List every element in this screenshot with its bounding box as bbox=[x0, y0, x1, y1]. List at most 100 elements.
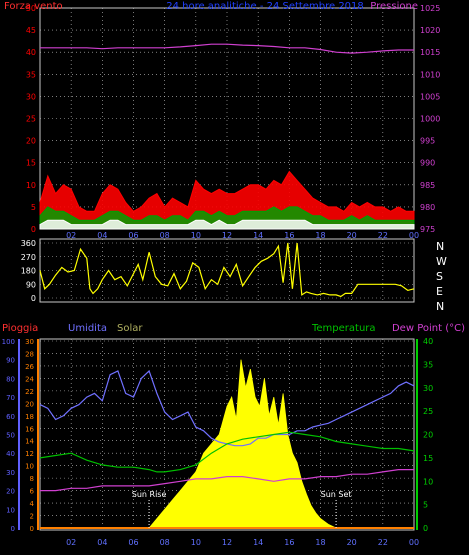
pressure-line bbox=[40, 43, 414, 54]
humidity-tick-label: 90 bbox=[6, 357, 15, 365]
direction-tick-label: 180 bbox=[21, 267, 36, 276]
humidity-tick-label: 50 bbox=[6, 432, 15, 440]
wind-min-area bbox=[39, 219, 415, 230]
rain-tick-label: 2 bbox=[30, 513, 34, 521]
wind-axis-ticks: 0 5 10 15 20 25 30 35 40 45 50 bbox=[26, 4, 36, 234]
dewpoint-label: Dew Point (°C) bbox=[392, 323, 465, 334]
sunset-label: Sun Set bbox=[321, 490, 352, 499]
x-tick-label: 12 bbox=[222, 231, 232, 240]
temperature-tick-label: 25 bbox=[423, 407, 433, 416]
pressure-tick-label: 1020 bbox=[420, 26, 440, 35]
x-tick-label: 14 bbox=[253, 538, 263, 547]
x-tick-label: 22 bbox=[378, 231, 388, 240]
x-tick-label: 20 bbox=[347, 538, 357, 547]
rain-tick-label: 18 bbox=[25, 413, 34, 421]
rain-tick-label: 12 bbox=[25, 450, 34, 458]
series bbox=[39, 359, 415, 529]
rain-label: Pioggia bbox=[2, 323, 38, 334]
wind-pressure-panel: 24 hore analitiche - 24 Settembre 2018 F… bbox=[4, 1, 440, 240]
pressure-axis-ticks: 975 980 985 990 995 1000 1005 1010 1015 1020 1025 bbox=[420, 4, 440, 234]
wind-axis-label: Forza vento bbox=[4, 1, 63, 12]
temperature-tick-label: 10 bbox=[423, 477, 433, 486]
x-tick-label: 14 bbox=[253, 231, 263, 240]
rain-tick-label: 10 bbox=[25, 463, 34, 471]
wind-avg-area bbox=[39, 206, 415, 230]
temperature-tick-label: 20 bbox=[423, 431, 433, 440]
pressure-tick-label: 990 bbox=[420, 159, 435, 168]
x-tick-label: 10 bbox=[191, 538, 201, 547]
series bbox=[39, 242, 415, 298]
rain-axis-line bbox=[37, 339, 39, 530]
rain-tick-label: 0 bbox=[30, 525, 34, 533]
x-tick-label: 08 bbox=[160, 538, 170, 547]
compass-label: E bbox=[436, 285, 443, 298]
humidity-tick-label: 40 bbox=[6, 450, 15, 458]
pressure-tick-label: 1010 bbox=[420, 70, 440, 79]
wind-tick-label: 5 bbox=[31, 203, 36, 212]
compass-label: S bbox=[436, 270, 443, 283]
x-tick-label: 06 bbox=[128, 538, 138, 547]
sunrise-label: Sun Rise bbox=[132, 490, 167, 499]
x-tick-label: 04 bbox=[97, 231, 107, 240]
rain-tick-label: 16 bbox=[25, 425, 34, 433]
rain-tick-label: 4 bbox=[30, 500, 35, 508]
x-tick-label: 00 bbox=[409, 538, 419, 547]
x-tick-label: 12 bbox=[222, 538, 232, 547]
x-tick-label: 16 bbox=[284, 231, 294, 240]
direction-tick-label: 0 bbox=[31, 294, 36, 303]
rain-tick-label: 20 bbox=[25, 400, 34, 408]
humidity-tick-label: 100 bbox=[2, 338, 15, 346]
wind-tick-label: 35 bbox=[26, 70, 36, 79]
x-tick-label: 16 bbox=[284, 538, 294, 547]
x-tick-label: 02 bbox=[66, 231, 76, 240]
temperature-axis-ticks: 0 5 10 15 20 25 30 35 40 bbox=[423, 337, 433, 533]
temperature-line bbox=[39, 431, 415, 473]
temperature-tick-label: 35 bbox=[423, 360, 433, 369]
x-tick-label: 10 bbox=[191, 231, 201, 240]
humidity-axis-ticks: 0 10 20 30 40 50 60 70 80 90 100 bbox=[2, 338, 15, 533]
wind-tick-label: 0 bbox=[31, 225, 36, 234]
x-tick-label: 04 bbox=[97, 538, 107, 547]
wind-tick-label: 50 bbox=[26, 4, 36, 13]
humidity-axis-line bbox=[18, 339, 20, 530]
humidity-tick-label: 80 bbox=[6, 375, 15, 383]
series bbox=[39, 43, 415, 230]
compass-label: W bbox=[436, 255, 447, 268]
pressure-tick-label: 1005 bbox=[420, 92, 440, 101]
temperature-tick-label: 0 bbox=[423, 524, 428, 533]
pressure-tick-label: 995 bbox=[420, 137, 435, 146]
temperature-tick-label: 5 bbox=[423, 501, 428, 510]
temperature-tick-label: 40 bbox=[423, 337, 433, 346]
rain-tick-label: 30 bbox=[25, 338, 34, 346]
wind-tick-label: 30 bbox=[26, 92, 36, 101]
rain-tick-label: 24 bbox=[25, 375, 34, 383]
wind-tick-label: 20 bbox=[26, 137, 36, 146]
wind-tick-label: 10 bbox=[26, 181, 36, 190]
dewpoint-line bbox=[40, 469, 414, 492]
rain-tick-label: 26 bbox=[25, 363, 34, 371]
x-tick-label: 08 bbox=[160, 231, 170, 240]
x-tick-label: 02 bbox=[66, 538, 76, 547]
pressure-axis-label: Pressione bbox=[370, 1, 418, 12]
humidity-tick-label: 20 bbox=[6, 488, 15, 496]
annotations: Sun Rise Sun Set bbox=[132, 490, 352, 528]
rain-tick-label: 14 bbox=[25, 438, 34, 446]
humidity-tick-label: 30 bbox=[6, 469, 15, 477]
wind-gust-area bbox=[39, 170, 415, 230]
x-tick-label: 18 bbox=[315, 538, 325, 547]
direction-tick-label: 90 bbox=[26, 280, 36, 289]
x-axis-ticks: 02 04 06 08 10 12 14 16 18 20 22 00 bbox=[66, 231, 419, 240]
solar-area bbox=[148, 359, 337, 529]
humidity-tick-label: 70 bbox=[6, 394, 15, 402]
direction-line bbox=[39, 242, 415, 298]
rain-humidity-temperature-panel: Pioggia Umidita Solar Temperatura Dew Po… bbox=[2, 323, 465, 547]
direction-axis-ticks: 0 90 180 270 360 bbox=[21, 239, 36, 303]
temperature-axis-line bbox=[416, 339, 418, 530]
compass-label: N bbox=[436, 240, 444, 253]
humidity-label: Umidita bbox=[68, 323, 107, 334]
pressure-tick-label: 1000 bbox=[420, 115, 440, 124]
wind-tick-label: 45 bbox=[26, 26, 36, 35]
